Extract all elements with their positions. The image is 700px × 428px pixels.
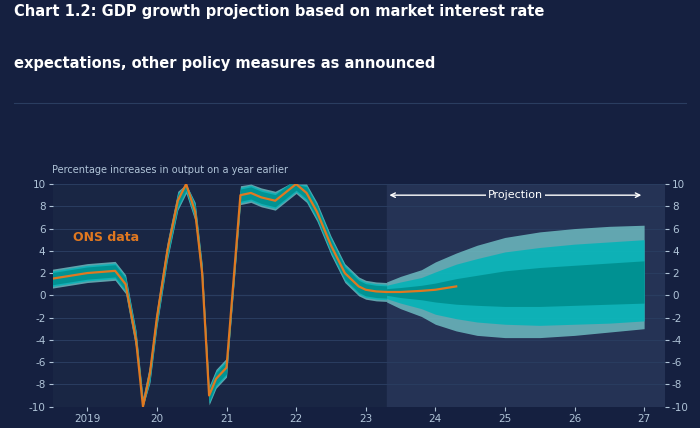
Text: Percentage increases in output on a year earlier: Percentage increases in output on a year… xyxy=(52,165,288,175)
Text: Projection: Projection xyxy=(488,190,543,200)
Text: expectations, other policy measures as announced: expectations, other policy measures as a… xyxy=(14,56,435,71)
Bar xyxy=(386,184,665,407)
Text: ONS data: ONS data xyxy=(74,231,139,244)
Text: Chart 1.2: GDP growth projection based on market interest rate: Chart 1.2: GDP growth projection based o… xyxy=(14,4,545,19)
